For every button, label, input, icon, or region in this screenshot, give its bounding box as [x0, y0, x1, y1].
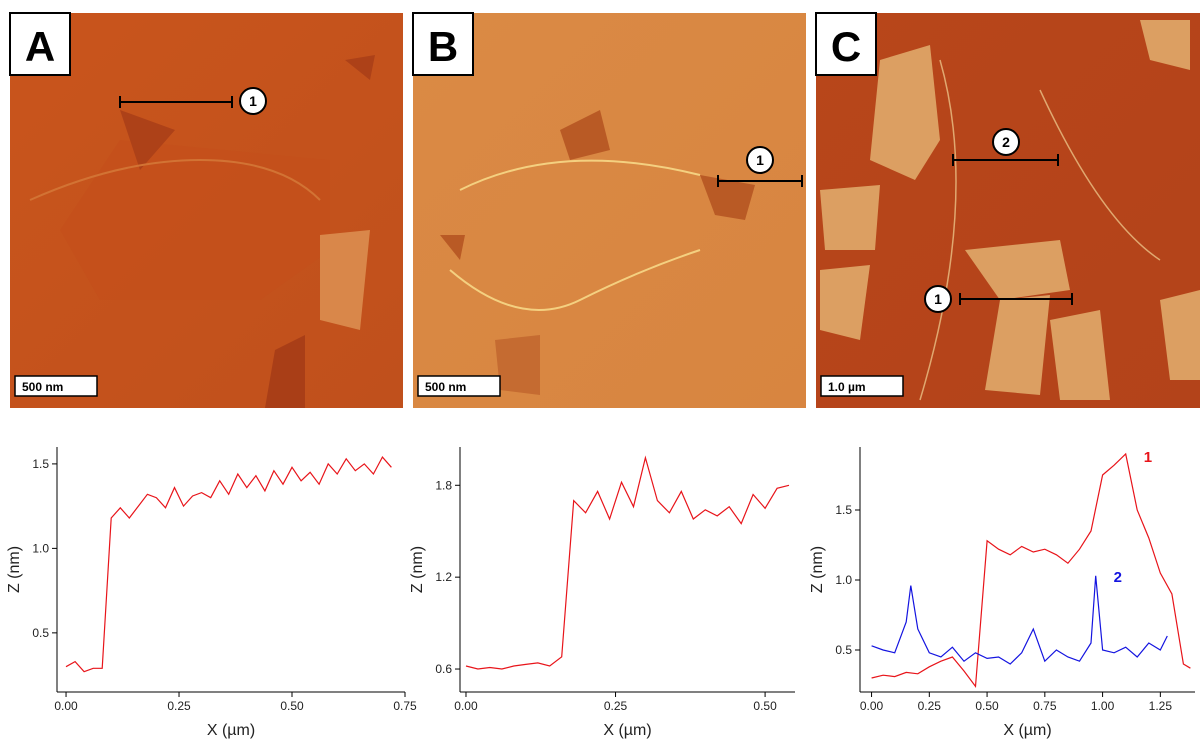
marker-label: 1 — [756, 152, 764, 168]
x-tick-label: 0.50 — [753, 699, 777, 713]
panel-label-box — [412, 12, 474, 76]
y-tick-label: 0.6 — [435, 662, 452, 676]
scale-bar: 500 nm — [22, 380, 63, 394]
x-axis-label: X (µm) — [603, 722, 651, 739]
marker-label: 1 — [249, 93, 257, 109]
x-tick-label: 0.50 — [280, 699, 304, 713]
x-tick-label: 0.75 — [1033, 699, 1057, 713]
x-tick-label: 0.00 — [860, 699, 884, 713]
scale-bar-box — [417, 375, 501, 397]
y-tick-label: 1.0 — [835, 573, 852, 587]
afm-image — [413, 13, 806, 408]
x-axis-label: X (µm) — [1003, 722, 1051, 739]
marker-label: 1 — [934, 291, 942, 307]
marker-circle — [239, 87, 267, 115]
x-tick-label: 0.75 — [393, 699, 417, 713]
y-tick-label: 1.5 — [835, 503, 852, 517]
x-tick-label: 0.25 — [167, 699, 191, 713]
data-line — [871, 575, 1168, 665]
x-tick-label: 1.25 — [1149, 699, 1173, 713]
y-tick-label: 1.2 — [435, 570, 452, 584]
x-tick-label: 0.25 — [918, 699, 942, 713]
y-tick-label: 0.5 — [835, 643, 852, 657]
panel-label: A — [25, 23, 55, 70]
y-tick-label: 1.0 — [32, 541, 49, 555]
y-tick-label: 1.5 — [32, 457, 49, 471]
y-tick-label: 1.8 — [435, 478, 452, 492]
afm-image — [816, 13, 1200, 408]
scale-bar: 500 nm — [425, 380, 466, 394]
panel-label-box — [815, 12, 877, 76]
series-label: 2 — [1114, 569, 1122, 586]
y-axis-label: Z (nm) — [809, 546, 826, 593]
x-tick-label: 0.25 — [604, 699, 628, 713]
scale-bar-box — [820, 375, 904, 397]
data-line — [465, 455, 790, 670]
panel-label: B — [428, 23, 458, 70]
marker-circle — [924, 285, 952, 313]
x-tick-label: 1.00 — [1091, 699, 1115, 713]
y-axis-label: Z (nm) — [409, 546, 426, 593]
afm-image — [10, 13, 403, 408]
marker-circle — [746, 146, 774, 174]
x-axis-label: X (µm) — [207, 722, 255, 739]
y-tick-label: 0.5 — [32, 626, 49, 640]
series-label: 1 — [1144, 449, 1152, 466]
scale-bar: 1.0 µm — [828, 380, 866, 394]
data-line — [65, 456, 392, 673]
x-tick-label: 0.00 — [454, 699, 478, 713]
marker-label: 2 — [1002, 134, 1010, 150]
panel-label-box — [9, 12, 71, 76]
marker-circle — [992, 128, 1020, 156]
data-line — [871, 452, 1191, 689]
x-tick-label: 0.00 — [54, 699, 78, 713]
x-tick-label: 0.50 — [975, 699, 999, 713]
panel-label: C — [831, 23, 861, 70]
scale-bar-box — [14, 375, 98, 397]
y-axis-label: Z (nm) — [6, 546, 23, 593]
